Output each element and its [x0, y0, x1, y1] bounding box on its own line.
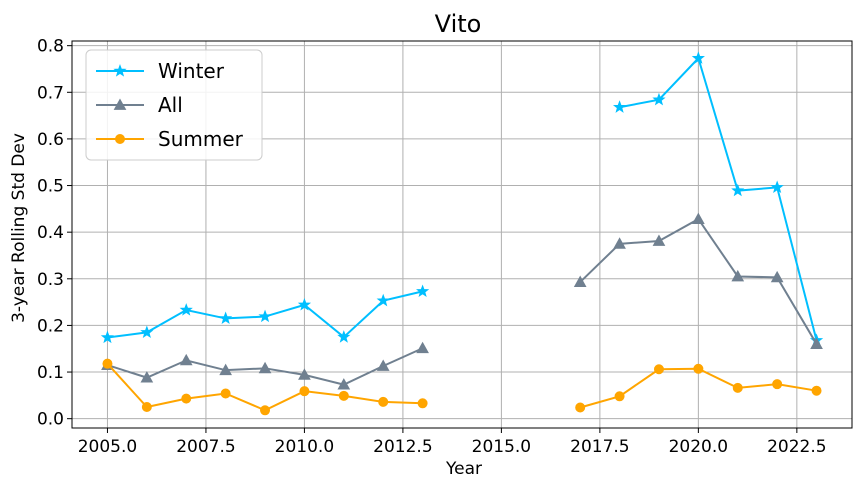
- x-tick-label: 2020.0: [669, 437, 728, 457]
- data-point: [299, 386, 310, 397]
- data-point: [140, 371, 154, 383]
- series-layer: [100, 51, 824, 416]
- data-point: [337, 330, 351, 343]
- data-point: [338, 390, 349, 401]
- x-tick-label: 2015.0: [472, 437, 531, 457]
- data-point: [141, 402, 152, 413]
- data-point: [376, 359, 390, 371]
- legend-entry-winter: Winter: [96, 59, 225, 83]
- data-point: [100, 330, 115, 344]
- legend-label: All: [158, 93, 183, 117]
- data-point: [652, 92, 666, 106]
- data-point: [613, 237, 626, 249]
- data-point: [810, 337, 823, 349]
- data-point: [692, 212, 705, 225]
- data-point: [220, 388, 231, 399]
- legend: Winter All Summer: [85, 49, 263, 161]
- data-point: [811, 385, 822, 396]
- legend-label: Winter: [158, 59, 225, 83]
- grid: [72, 41, 852, 428]
- data-point: [219, 363, 232, 376]
- series-all: [101, 212, 823, 390]
- x-axis-ticks: 2005.0 2007.5 2010.0 2012.5 2015.0 2017.5 2020…: [78, 428, 827, 457]
- series-summer: [102, 358, 822, 416]
- x-tick-label: 2007.5: [176, 437, 235, 457]
- series-line: [619, 56, 818, 341]
- data-point: [258, 361, 272, 374]
- legend-marker: [113, 98, 127, 110]
- data-point: [614, 391, 625, 402]
- legend-marker: [115, 134, 125, 144]
- y-axis-label: 3-year Rolling Std Dev: [9, 133, 29, 323]
- y-tick-label: 0.2: [37, 316, 64, 336]
- y-tick-label: 0.8: [37, 37, 64, 57]
- x-tick-label: 2010.0: [275, 437, 334, 457]
- x-axis-label: Year: [445, 459, 482, 479]
- data-point: [258, 309, 272, 323]
- y-tick-label: 0.7: [37, 83, 64, 103]
- legend-box: [85, 49, 263, 161]
- data-point: [612, 100, 627, 113]
- data-point: [140, 325, 154, 339]
- plot-frame: [71, 40, 853, 429]
- data-point: [179, 353, 193, 366]
- data-point: [102, 358, 113, 369]
- data-point: [378, 396, 389, 407]
- data-point: [298, 368, 311, 380]
- x-tick-label: 2012.5: [373, 437, 432, 457]
- data-point: [731, 269, 745, 282]
- chart-title: Vito: [435, 10, 482, 38]
- data-point: [181, 393, 192, 404]
- data-point: [770, 180, 784, 194]
- legend-entry-summer: Summer: [96, 127, 244, 151]
- x-tick-label: 2022.5: [767, 437, 826, 457]
- data-point: [219, 311, 233, 325]
- data-point: [416, 284, 430, 297]
- data-point: [297, 297, 312, 311]
- y-tick-label: 0.3: [37, 270, 64, 290]
- data-point: [260, 405, 271, 416]
- data-point: [376, 293, 390, 307]
- legend-label: Summer: [158, 127, 244, 151]
- y-tick-label: 0.5: [37, 177, 64, 197]
- data-point: [416, 341, 429, 354]
- data-point: [573, 275, 587, 287]
- data-point: [691, 51, 705, 64]
- data-point: [772, 379, 783, 390]
- legend-marker: [113, 64, 127, 77]
- y-tick-label: 0.1: [37, 363, 64, 383]
- data-point: [652, 234, 666, 246]
- data-point: [179, 303, 193, 316]
- legend-entry-all: All: [96, 93, 183, 117]
- data-point: [653, 364, 664, 375]
- y-axis-ticks: 0.0 0.1 0.2 0.3 0.4 0.5 0.6 0.7 0.8: [37, 37, 72, 430]
- y-tick-label: 0.6: [37, 130, 64, 150]
- y-tick-label: 0.4: [37, 223, 64, 243]
- data-point: [732, 382, 743, 393]
- data-point: [417, 398, 428, 409]
- data-point: [731, 183, 745, 197]
- y-tick-label: 0.0: [37, 410, 64, 430]
- data-point: [770, 270, 784, 283]
- x-tick-label: 2005.0: [78, 437, 137, 457]
- data-point: [693, 363, 704, 374]
- x-tick-label: 2017.5: [570, 437, 629, 457]
- data-point: [575, 402, 586, 413]
- data-point: [337, 378, 351, 390]
